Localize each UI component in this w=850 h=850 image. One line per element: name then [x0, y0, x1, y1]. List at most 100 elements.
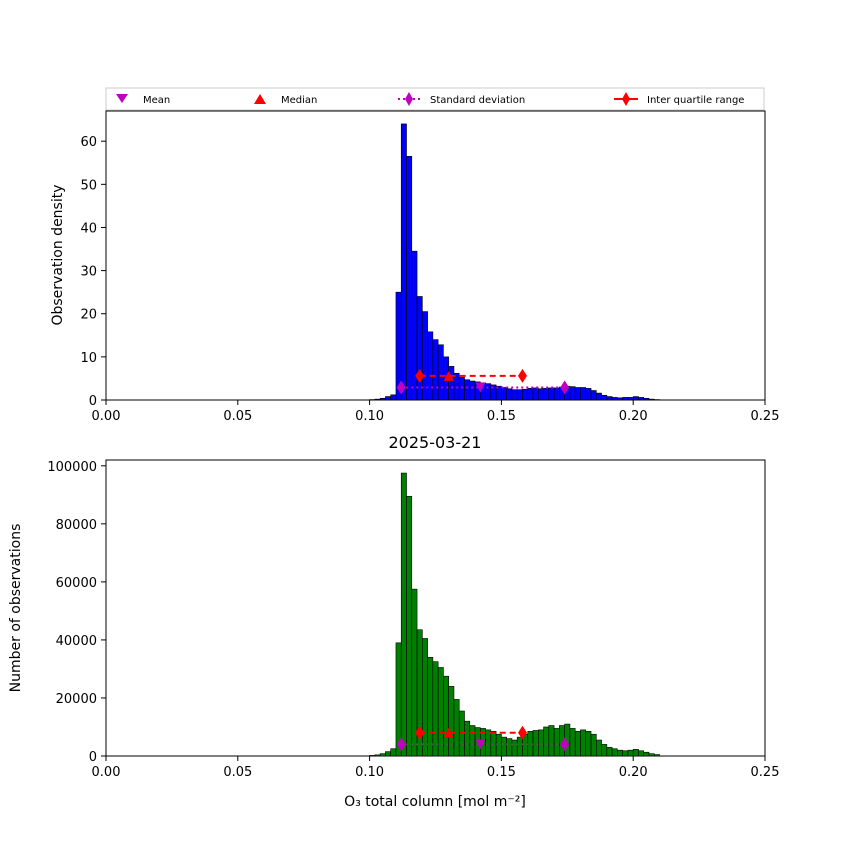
- density-median-marker: [443, 370, 454, 381]
- count-bar: [464, 720, 471, 757]
- count-y-tick-label: 100000: [47, 460, 97, 475]
- count-bar: [411, 588, 418, 757]
- legend-iqr-label: Inter quartile range: [647, 95, 744, 106]
- count-x-ticks: 0.00 0.05 0.10 0.15 0.20 0.25: [92, 756, 779, 780]
- count-y-tick-label: 40000: [56, 634, 97, 649]
- density-bar: [458, 376, 465, 401]
- count-bar: [585, 731, 592, 757]
- count-bar: [506, 738, 513, 757]
- density-bar: [411, 250, 418, 401]
- count-bar: [553, 728, 560, 757]
- density-bar: [427, 331, 434, 401]
- count-bar: [437, 667, 444, 757]
- count-y-tick-label: 60000: [56, 576, 97, 591]
- count-bar: [543, 726, 550, 757]
- density-x-tick-label: 0.25: [751, 409, 780, 424]
- count-y-axis-label: Number of observations: [8, 524, 24, 693]
- count-bar: [653, 754, 660, 757]
- count-median-marker: [443, 727, 454, 738]
- count-bar: [501, 736, 507, 757]
- count-iqr-marker: [517, 725, 527, 740]
- count-mean-marker: [475, 739, 486, 750]
- density-bar: [553, 387, 560, 401]
- count-bar: [374, 754, 381, 757]
- density-bar: [506, 388, 513, 401]
- count-bar: [538, 729, 544, 757]
- count-y-tick-label: 80000: [56, 518, 97, 533]
- density-bar: [590, 390, 597, 401]
- density-bar: [511, 389, 518, 401]
- count-x-tick-label: 0.10: [355, 765, 384, 780]
- density-bar: [374, 398, 381, 401]
- count-bar: [622, 750, 629, 757]
- density-bar: [485, 383, 492, 401]
- std-diamond-icon: [405, 92, 413, 106]
- density-bar: [648, 398, 655, 401]
- density-bar: [522, 388, 529, 401]
- density-bar: [469, 380, 476, 401]
- count-bar: [601, 744, 608, 757]
- density-bar: [385, 396, 391, 401]
- density-y-axis-label: Observation density: [50, 184, 66, 325]
- density-bar: [538, 388, 544, 401]
- count-bar: [643, 751, 650, 757]
- count-bar: [469, 725, 476, 757]
- mean-marker-icon: [116, 94, 128, 103]
- count-bar: [390, 748, 397, 757]
- density-bar: [580, 387, 587, 401]
- count-y-ticks: 0 20000 40000 60000 80000 100000: [47, 460, 106, 765]
- density-bar: [606, 396, 613, 401]
- count-bar: [453, 699, 460, 757]
- density-bar: [516, 389, 523, 401]
- count-iqr-marker: [415, 725, 425, 740]
- count-bar: [574, 731, 581, 757]
- density-x-tick-label: 0.10: [355, 409, 384, 424]
- density-y-tick-label: 40: [80, 221, 97, 236]
- density-y-ticks: 0 10 20 30 40 50 60: [80, 135, 106, 409]
- count-x-tick-label: 0.15: [487, 765, 516, 780]
- count-bar: [627, 749, 634, 757]
- count-bar: [532, 730, 539, 757]
- density-bar: [638, 397, 645, 401]
- density-bar: [416, 296, 423, 401]
- density-x-tick-label: 0.15: [487, 409, 516, 424]
- count-bar: [427, 657, 434, 757]
- density-bar: [400, 123, 407, 401]
- density-annotations: [396, 368, 570, 395]
- density-bar: [437, 344, 444, 401]
- density-y-tick-label: 10: [80, 351, 97, 366]
- density-x-tick-label: 0.20: [619, 409, 648, 424]
- count-bar: [611, 748, 618, 757]
- count-chart-title: 2025-03-21: [389, 433, 482, 452]
- count-std-marker: [560, 737, 570, 752]
- legend: Mean Median Standard deviation Inter qua…: [105, 87, 765, 111]
- density-bar: [611, 397, 618, 401]
- count-bar: [485, 729, 492, 757]
- density-y-tick-label: 50: [80, 178, 97, 193]
- density-x-ticks: 0.00 0.05 0.10 0.15 0.20 0.25: [92, 400, 780, 424]
- density-bar: [448, 366, 455, 401]
- density-bar: [527, 388, 534, 401]
- density-bar: [622, 397, 629, 401]
- legend-std-label: Standard deviation: [430, 95, 525, 106]
- count-bar: [369, 755, 376, 757]
- count-bar: [632, 749, 639, 757]
- density-bar: [632, 396, 639, 401]
- density-bar: [501, 387, 507, 401]
- count-x-tick-label: 0.00: [92, 765, 121, 780]
- count-bar: [590, 733, 597, 757]
- density-y-tick-label: 20: [80, 308, 97, 323]
- legend-median-label: Median: [281, 95, 317, 106]
- count-x-axis-label: O₃ total column [mol m⁻²]: [344, 794, 526, 810]
- density-bar: [569, 386, 576, 401]
- density-y-tick-label: 30: [80, 265, 97, 280]
- density-y-tick-label: 0: [89, 394, 97, 409]
- iqr-diamond-icon: [622, 92, 630, 106]
- density-bar: [548, 387, 555, 401]
- count-bar: [379, 753, 386, 757]
- count-std-marker: [396, 737, 406, 752]
- density-bar: [574, 387, 581, 401]
- count-bar: [511, 739, 518, 757]
